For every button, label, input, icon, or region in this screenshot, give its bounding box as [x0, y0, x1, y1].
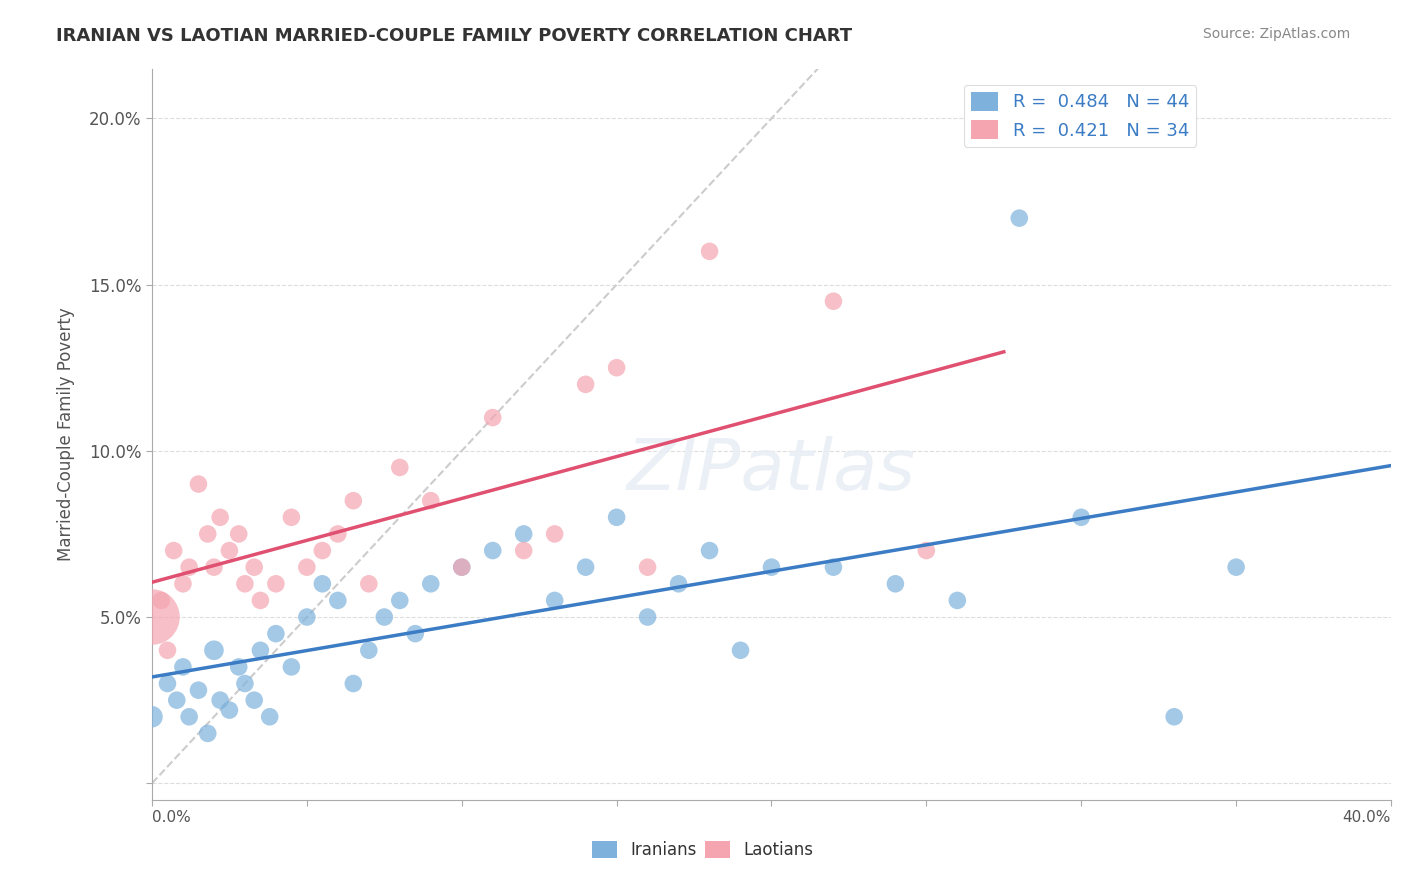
Laotians	[543, 527, 565, 541]
Laotians	[156, 643, 179, 657]
Laotians	[249, 593, 271, 607]
Laotians	[699, 244, 721, 259]
Laotians	[209, 510, 232, 524]
Iranians	[419, 576, 441, 591]
Laotians	[512, 543, 534, 558]
Iranians	[543, 593, 565, 607]
Iranians	[1225, 560, 1247, 574]
Laotians	[202, 560, 225, 574]
Laotians	[295, 560, 318, 574]
Laotians	[233, 576, 256, 591]
Iranians	[156, 676, 179, 690]
Laotians	[481, 410, 503, 425]
Text: 40.0%: 40.0%	[1343, 810, 1391, 825]
Iranians	[730, 643, 752, 657]
Iranians	[1008, 211, 1031, 226]
Iranians	[575, 560, 598, 574]
Iranians	[823, 560, 845, 574]
Laotians	[197, 527, 219, 541]
Text: IRANIAN VS LAOTIAN MARRIED-COUPLE FAMILY POVERTY CORRELATION CHART: IRANIAN VS LAOTIAN MARRIED-COUPLE FAMILY…	[56, 27, 852, 45]
Laotians	[163, 543, 186, 558]
Iranians	[249, 643, 271, 657]
Iranians	[668, 576, 690, 591]
Iranians	[202, 643, 225, 657]
Iranians	[357, 643, 380, 657]
Laotians	[357, 576, 380, 591]
Iranians	[388, 593, 411, 607]
Laotians	[218, 543, 240, 558]
Iranians	[342, 676, 364, 690]
Laotians	[243, 560, 266, 574]
Iranians	[637, 610, 659, 624]
Iranians	[512, 527, 534, 541]
Laotians	[575, 377, 598, 392]
Iranians	[172, 660, 194, 674]
Iranians	[295, 610, 318, 624]
Laotians	[915, 543, 938, 558]
Text: Source: ZipAtlas.com: Source: ZipAtlas.com	[1202, 27, 1350, 41]
Laotians	[637, 560, 659, 574]
Laotians	[326, 527, 349, 541]
Laotians	[311, 543, 333, 558]
Legend: R =  0.484   N = 44, R =  0.421   N = 34: R = 0.484 N = 44, R = 0.421 N = 34	[963, 85, 1197, 147]
Laotians	[823, 294, 845, 309]
Iranians	[218, 703, 240, 717]
Laotians	[228, 527, 250, 541]
Laotians	[342, 493, 364, 508]
Legend: Iranians, Laotians: Iranians, Laotians	[586, 834, 820, 866]
Iranians	[228, 660, 250, 674]
Iranians	[166, 693, 188, 707]
Iranians	[699, 543, 721, 558]
Laotians	[419, 493, 441, 508]
Y-axis label: Married-Couple Family Poverty: Married-Couple Family Poverty	[58, 308, 75, 561]
Laotians	[172, 576, 194, 591]
Iranians	[259, 710, 281, 724]
Laotians	[264, 576, 287, 591]
Iranians	[946, 593, 969, 607]
Iranians	[1163, 710, 1185, 724]
Iranians	[179, 710, 201, 724]
Text: 0.0%: 0.0%	[152, 810, 191, 825]
Laotians	[150, 593, 173, 607]
Iranians	[243, 693, 266, 707]
Iranians	[884, 576, 907, 591]
Iranians	[141, 710, 163, 724]
Iranians	[373, 610, 395, 624]
Laotians	[388, 460, 411, 475]
Iranians	[481, 543, 503, 558]
Iranians	[209, 693, 232, 707]
Iranians	[311, 576, 333, 591]
Iranians	[280, 660, 302, 674]
Iranians	[197, 726, 219, 740]
Text: ZIPatlas: ZIPatlas	[627, 436, 915, 505]
Iranians	[187, 683, 209, 698]
Laotians	[280, 510, 302, 524]
Laotians	[450, 560, 472, 574]
Laotians	[606, 360, 628, 375]
Iranians	[233, 676, 256, 690]
Laotians	[187, 477, 209, 491]
Iranians	[761, 560, 783, 574]
Iranians	[1070, 510, 1092, 524]
Iranians	[450, 560, 472, 574]
Iranians	[264, 626, 287, 640]
Laotians	[179, 560, 201, 574]
Iranians	[606, 510, 628, 524]
Iranians	[326, 593, 349, 607]
Iranians	[404, 626, 426, 640]
Laotians	[141, 610, 163, 624]
